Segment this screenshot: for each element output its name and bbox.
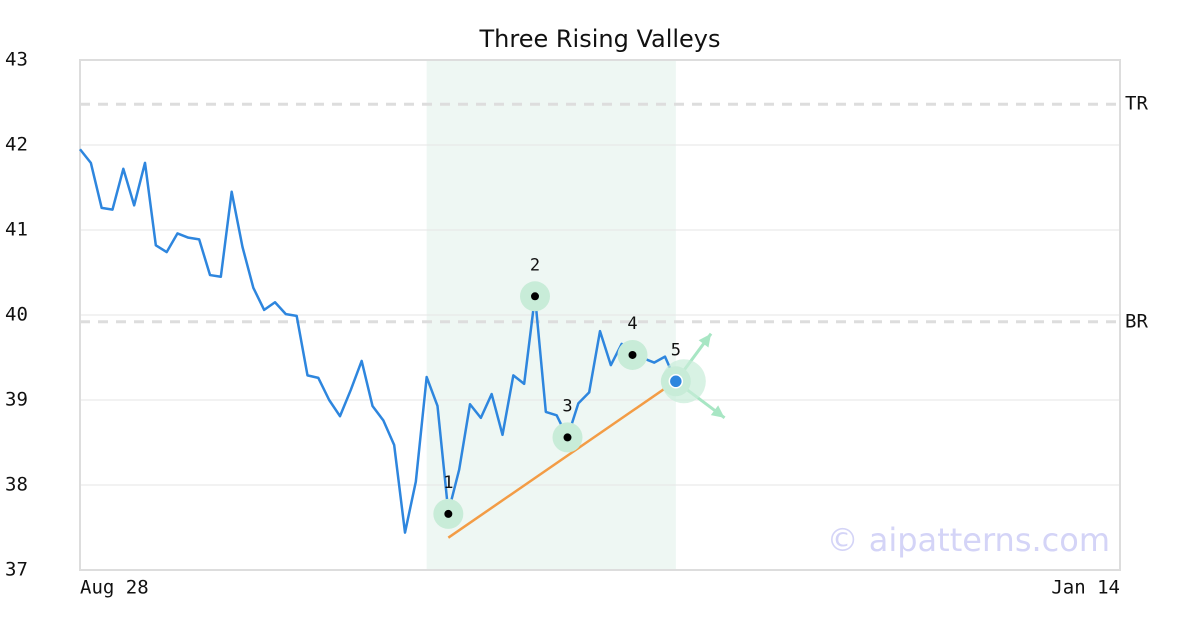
point-label: 3	[562, 396, 572, 416]
point-dot	[668, 374, 684, 389]
arrow-head	[698, 333, 712, 348]
arrow-head	[710, 405, 725, 418]
y-tick-label: 43	[5, 49, 28, 71]
y-tick-label: 39	[5, 389, 28, 411]
point-label: 1	[443, 473, 453, 493]
point-dot	[628, 350, 637, 359]
watermark: © aipatterns.com	[827, 521, 1110, 559]
y-tick-label: 40	[5, 304, 28, 326]
y-tick-label: 37	[5, 559, 28, 581]
chart-title: Three Rising Valleys	[478, 25, 720, 53]
point-dot	[531, 292, 539, 301]
level-label: BR	[1125, 310, 1148, 332]
x-tick-label: Aug 28	[80, 577, 149, 599]
y-tick-label: 42	[5, 134, 28, 156]
level-label: TR	[1125, 93, 1148, 115]
point-label: 2	[530, 255, 540, 275]
point-dot	[563, 433, 572, 442]
point-label: 5	[671, 340, 681, 360]
y-tick-label: 38	[5, 474, 28, 496]
trendline	[447, 383, 672, 539]
plot-border	[79, 59, 1121, 571]
point-dot	[444, 509, 453, 518]
point-label: 4	[627, 314, 637, 334]
x-tick-label: Jan 14	[1051, 577, 1120, 599]
price-line	[79, 148, 677, 534]
y-tick-label: 41	[5, 219, 28, 241]
